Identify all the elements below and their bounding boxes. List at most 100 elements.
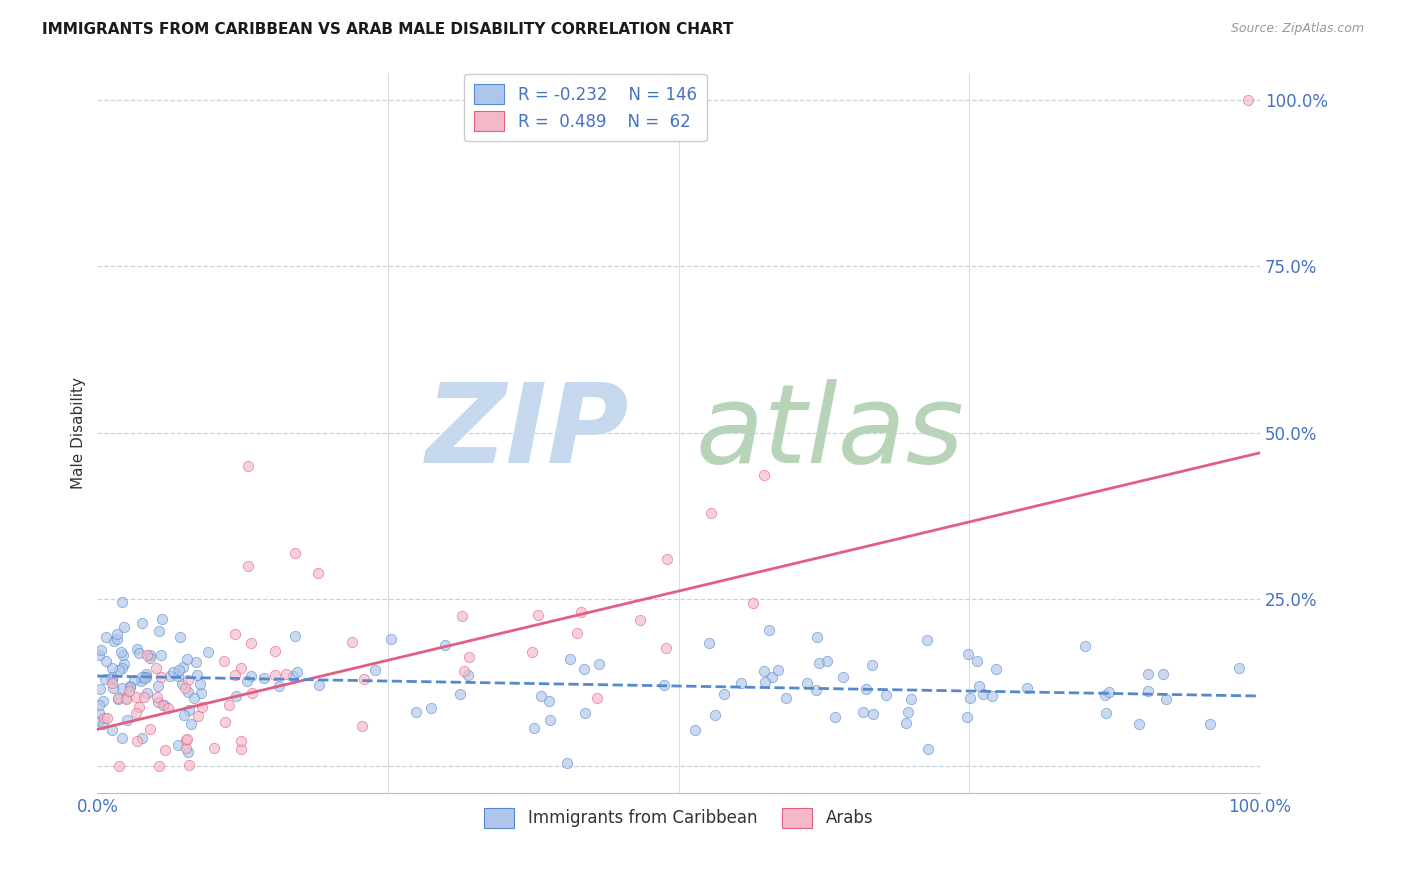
Point [87,714,110,729]
Point [146,679,169,693]
Point [1137,684,1160,698]
Point [274,667,297,681]
Point [574,662,596,676]
Point [588,657,610,671]
Point [114,657,136,671]
Point [118,680,141,694]
Point [173,708,195,723]
Point [212,654,235,668]
Point [283,629,305,643]
Y-axis label: Male Disability: Male Disability [72,376,86,489]
Point [900,692,922,706]
Point [131,616,153,631]
Point [342,634,364,648]
Point [172,660,194,674]
Point [162,665,184,679]
Point [159,669,181,683]
Point [152,698,174,712]
Point [1198,716,1220,731]
Point [350,719,373,733]
Point [148,624,170,638]
Point [242,686,264,700]
Point [148,759,170,773]
Point [1154,691,1177,706]
Point [697,635,720,649]
Point [197,644,219,658]
Point [118,684,141,698]
Point [91,717,114,731]
Point [229,742,252,756]
Point [956,710,979,724]
Point [628,613,651,627]
Point [520,645,543,659]
Point [1152,666,1174,681]
Point [146,690,169,704]
Point [150,648,173,662]
Point [111,648,134,662]
Point [457,668,479,682]
Point [655,551,678,566]
Point [139,723,162,737]
Point [364,663,387,677]
Point [131,670,153,684]
Point [103,634,125,648]
Point [538,694,561,708]
Point [824,709,846,723]
Point [264,668,287,682]
Point [419,700,441,714]
Point [111,595,134,609]
Point [862,707,884,722]
Point [157,701,180,715]
Point [101,661,124,675]
Point [574,706,596,720]
Point [758,623,780,637]
Point [1074,640,1097,654]
Point [111,731,134,746]
Point [569,605,592,619]
Point [100,672,122,686]
Point [94,630,117,644]
Point [93,711,115,725]
Text: Source: ZipAtlas.com: Source: ZipAtlas.com [1230,22,1364,36]
Point [101,676,124,690]
Point [115,690,138,705]
Point [263,643,285,657]
Point [177,673,200,688]
Point [380,632,402,647]
Point [915,633,938,648]
Point [135,670,157,684]
Point [179,703,201,717]
Text: ZIP: ZIP [426,379,630,486]
Point [730,676,752,690]
Point [652,677,675,691]
Point [807,656,830,670]
Point [972,687,994,701]
Point [107,692,129,706]
Point [132,690,155,704]
Point [112,620,135,634]
Point [742,596,765,610]
Point [190,685,212,699]
Point [527,608,550,623]
Point [108,759,131,773]
Point [450,609,472,624]
Point [118,679,141,693]
Point [183,690,205,705]
Point [176,652,198,666]
Point [180,716,202,731]
Point [239,636,262,650]
Point [187,709,209,723]
Point [91,694,114,708]
Point [307,566,329,580]
Point [146,695,169,709]
Point [449,687,471,701]
Point [269,679,291,693]
Point [453,664,475,678]
Point [586,691,609,706]
Point [174,740,197,755]
Point [775,691,797,706]
Point [796,676,818,690]
Point [127,641,149,656]
Point [96,711,118,725]
Point [1128,717,1150,731]
